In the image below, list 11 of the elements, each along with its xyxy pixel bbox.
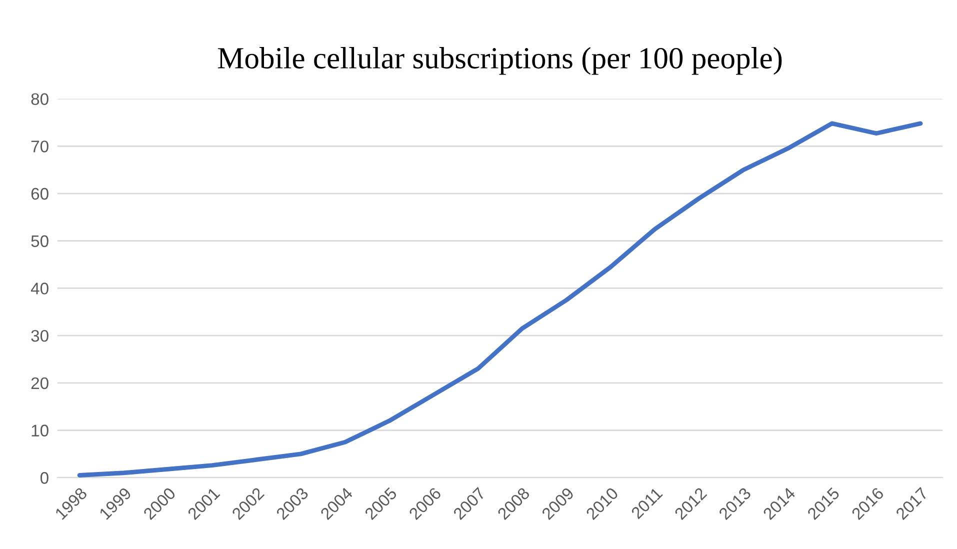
y-tick-label: 70 — [31, 140, 48, 152]
y-tick-label: 40 — [30, 282, 48, 294]
y-tick-label: 0 — [40, 472, 48, 484]
y-tick-label: 50 — [31, 235, 48, 248]
y-tick-label: 10 — [32, 424, 48, 436]
line-series — [77, 121, 923, 478]
y-tick-label: 20 — [31, 377, 48, 390]
y-tick-label: 80 — [31, 93, 48, 106]
chart-title: Mobile cellular subscriptions (per 100 people) — [218, 47, 782, 75]
y-tick-label: 60 — [31, 188, 48, 200]
y-tick-label: 30 — [31, 330, 48, 342]
